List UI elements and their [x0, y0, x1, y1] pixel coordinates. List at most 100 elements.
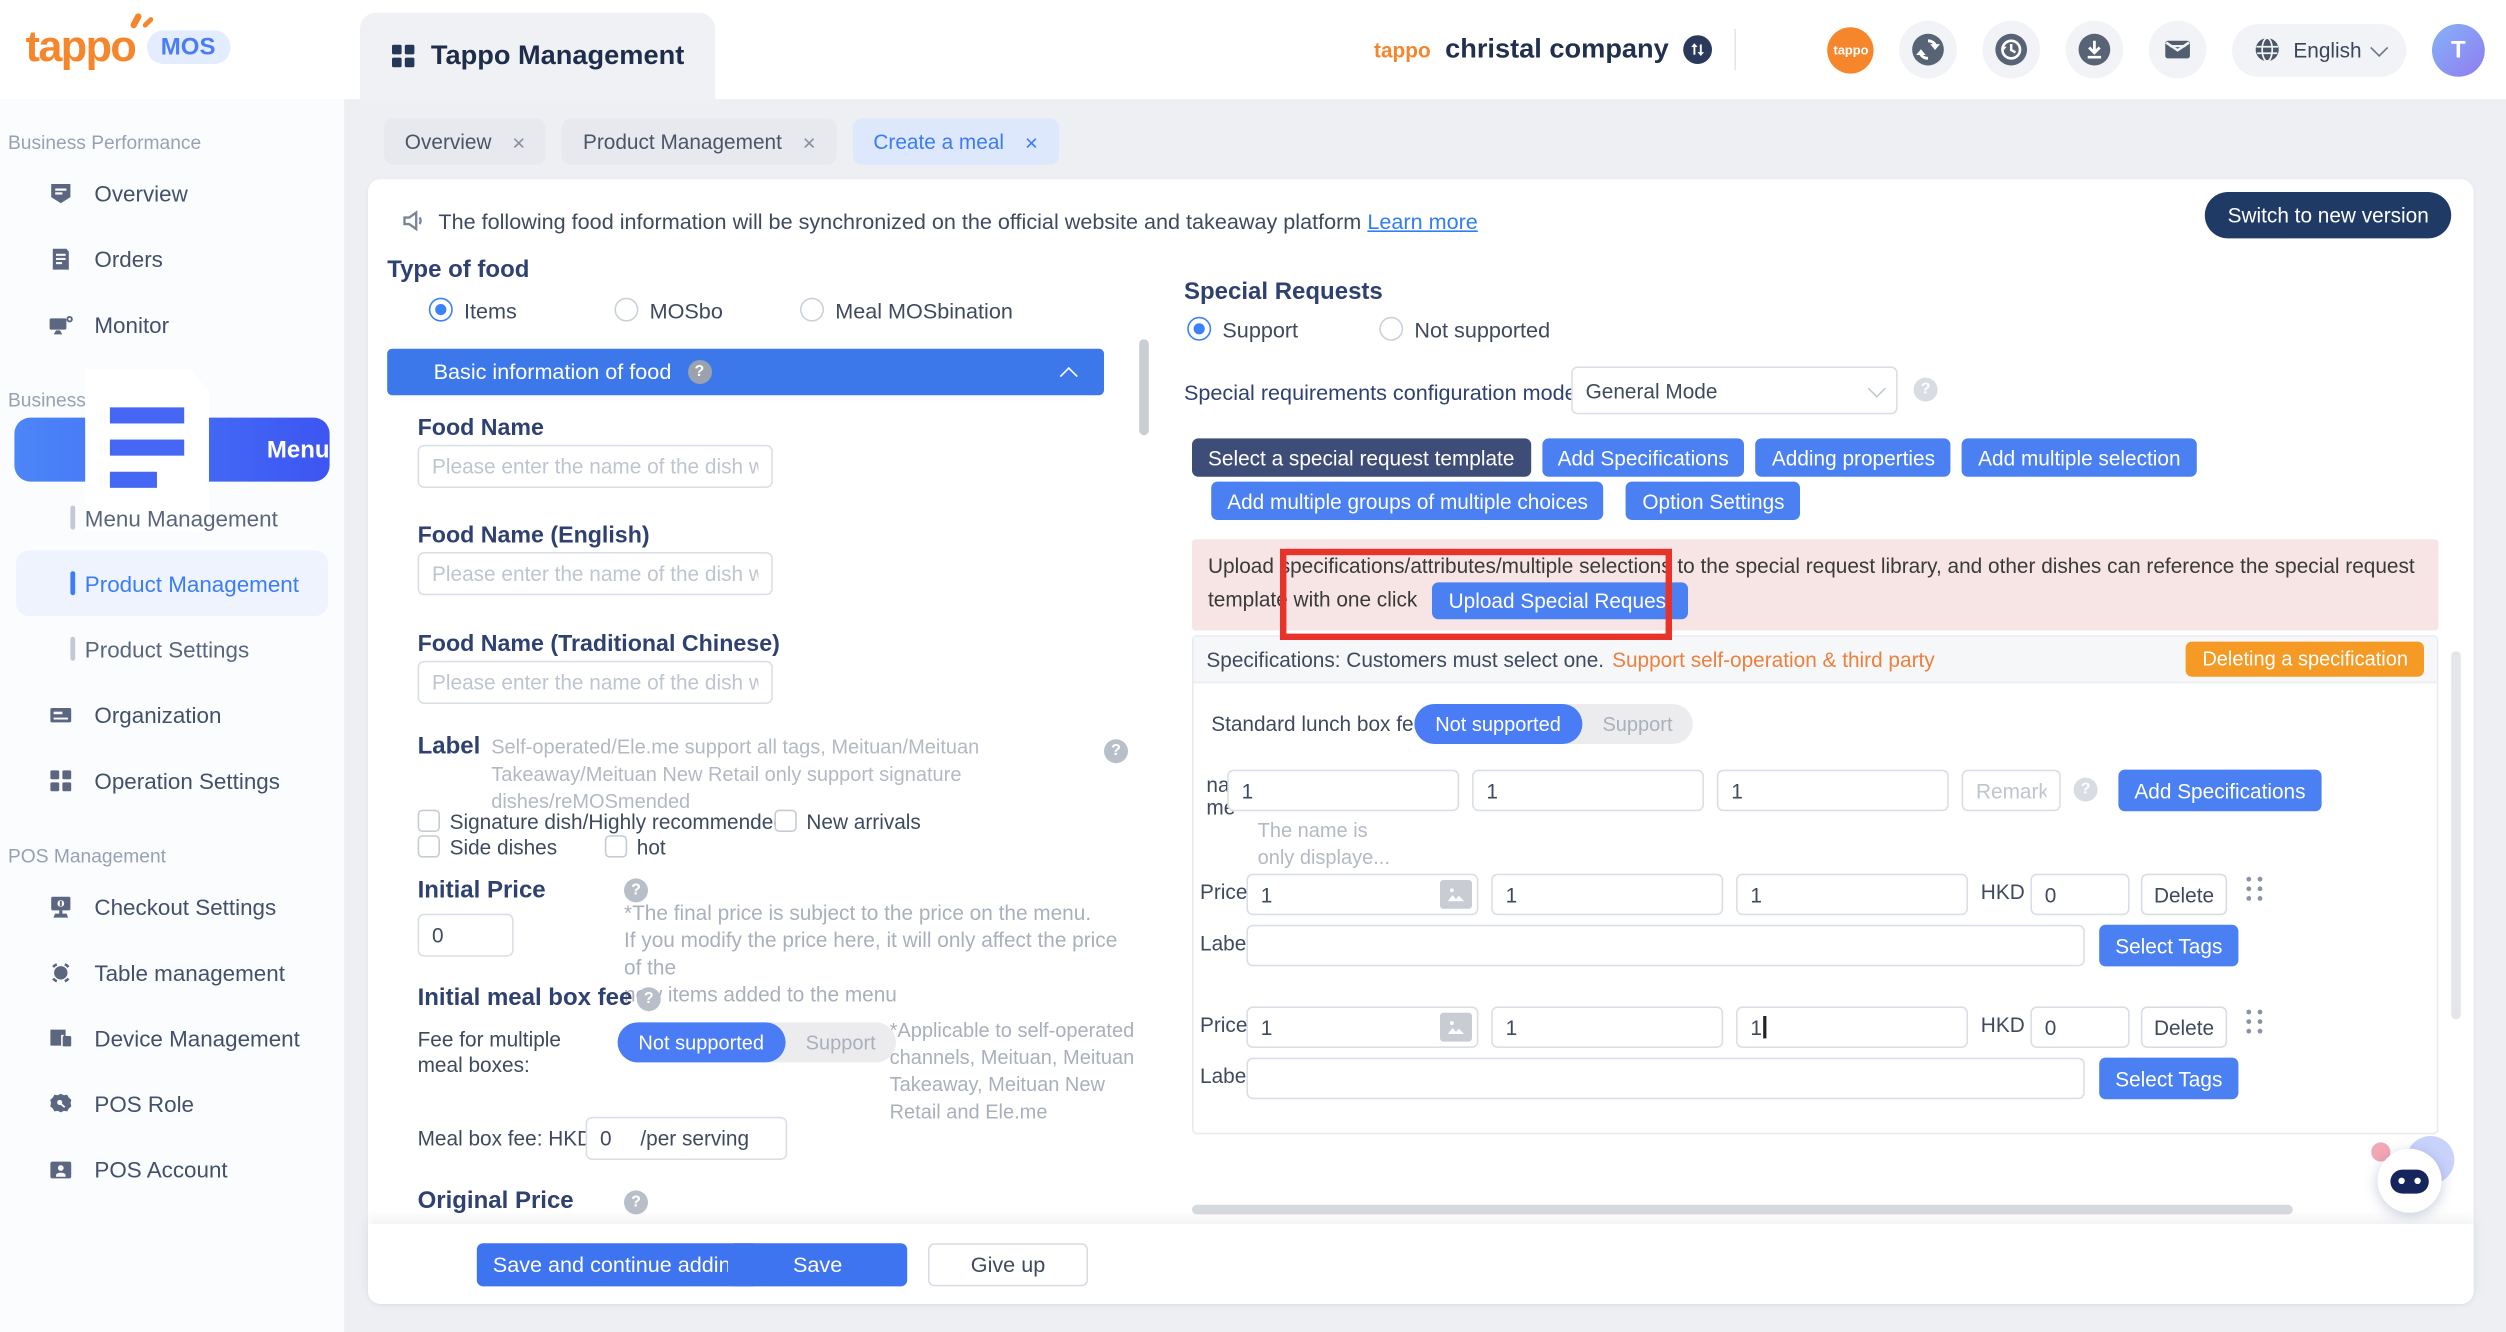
sidebar-item-device-management[interactable]: Device Management [0, 1005, 344, 1071]
radio-items[interactable] [428, 297, 453, 322]
sidebar-item-checkout-settings[interactable]: Checkout Settings [0, 874, 344, 940]
option-settings-button[interactable]: Option Settings [1626, 481, 1801, 520]
horizontal-scrollbar[interactable] [1192, 1204, 2293, 1215]
tags1-input[interactable] [1246, 924, 2085, 967]
learn-more-link[interactable]: Learn more [1367, 209, 1478, 234]
save-button[interactable]: Save [728, 1243, 908, 1287]
give-up-button[interactable]: Give up [928, 1243, 1088, 1287]
help-icon[interactable]: ? [1104, 739, 1128, 764]
sidebar-item-monitor[interactable]: Monitor [0, 291, 344, 357]
adding-properties-button[interactable]: Adding properties [1755, 438, 1951, 477]
right-panel-scrollbar[interactable] [2451, 651, 2461, 1020]
checkbox-side-dishes[interactable] [417, 835, 440, 858]
meal-box-fee-toggle[interactable]: Not supported Support [617, 1022, 897, 1063]
drag-handle-icon[interactable] [2246, 876, 2264, 901]
food-name-english-input[interactable] [417, 552, 773, 596]
delete-row-button[interactable]: Delete [2140, 873, 2228, 916]
checkbox-new-arrivals[interactable] [774, 809, 797, 832]
tab-create-a-meal[interactable]: Create a meal × [852, 118, 1059, 165]
sidebar-item-pos-account[interactable]: POS Account [0, 1136, 344, 1202]
price2-input-1[interactable] [1246, 1006, 1479, 1048]
config-mode-select[interactable]: General Mode [1571, 366, 1898, 415]
sidebar-item-product-settings[interactable]: Product Settings [0, 616, 344, 682]
tags2-input[interactable] [1246, 1057, 2085, 1100]
lunch-box-fee-toggle[interactable]: Not supported Support [1414, 704, 1694, 744]
left-panel-scrollbar[interactable] [1139, 339, 1149, 436]
price1-input-1[interactable] [1246, 873, 1479, 916]
price2-input-2[interactable] [1491, 1006, 1724, 1048]
sidebar-item-product-management[interactable]: Product Management [16, 550, 328, 616]
select-template-button[interactable]: Select a special request template [1192, 438, 1531, 477]
help-icon[interactable]: ? [1913, 377, 1938, 402]
checkbox-hot[interactable] [604, 835, 628, 858]
close-icon[interactable]: × [512, 128, 526, 155]
food-name-tc-input[interactable] [417, 660, 773, 704]
spec-name-input-1[interactable] [1227, 769, 1460, 812]
sidebar-item-operation-settings[interactable]: Operation Settings [0, 747, 344, 813]
radio-sr-support[interactable] [1187, 316, 1212, 341]
select-tags-button[interactable]: Select Tags [2099, 1057, 2239, 1100]
chevron-up-icon[interactable] [1059, 366, 1078, 385]
upload-special-request-button[interactable]: Upload Special Request [1432, 582, 1688, 620]
help-icon[interactable]: ? [624, 1190, 648, 1215]
radio-sr-not-supported[interactable] [1379, 316, 1404, 341]
add-multiple-groups-button[interactable]: Add multiple groups of multiple choices [1211, 481, 1604, 520]
sidebar-item-menu-management[interactable]: Menu Management [0, 485, 344, 551]
price2-fee-input[interactable] [2030, 1006, 2130, 1048]
spec-name-input-2[interactable] [1472, 769, 1704, 812]
toggle-not-supported[interactable]: Not supported [617, 1022, 785, 1063]
price1-input-2[interactable] [1491, 873, 1724, 916]
add-specifications-button[interactable]: Add Specifications [1541, 438, 1745, 477]
help-icon[interactable]: ? [624, 878, 648, 903]
help-icon[interactable]: ? [636, 987, 661, 1012]
close-icon[interactable]: × [1024, 128, 1038, 155]
tab-overview[interactable]: Overview × [384, 118, 547, 165]
brand-logo[interactable]: tappo MOS [26, 12, 230, 72]
price2-input-3[interactable]: 1 [1736, 1006, 1968, 1048]
radio-meal-mosbination[interactable] [800, 297, 824, 322]
assistant-widget[interactable] [2371, 1136, 2467, 1226]
food-name-input[interactable] [417, 444, 773, 488]
image-icon[interactable] [1440, 880, 1472, 909]
help-icon[interactable]: ? [2073, 777, 2098, 802]
sidebar-item-overview[interactable]: Overview [0, 160, 344, 226]
spec-name-input-3[interactable] [1716, 769, 1949, 812]
toggle-not-supported[interactable]: Not supported [1414, 704, 1582, 744]
help-icon[interactable]: ? [687, 360, 712, 384]
avatar[interactable]: T [2432, 23, 2485, 76]
robot-icon[interactable] [2377, 1148, 2442, 1213]
initial-price-input[interactable] [417, 913, 514, 957]
remark-input[interactable] [1961, 769, 2061, 812]
company-selector[interactable]: tappo christal company [1374, 0, 1712, 99]
basic-info-section-header[interactable]: Basic information of food ? [387, 348, 1104, 396]
tab-product-management[interactable]: Product Management × [562, 118, 837, 165]
checkbox-signature-dish[interactable] [417, 809, 440, 832]
sidebar-item-orders[interactable]: Orders [0, 226, 344, 292]
toggle-support[interactable]: Support [805, 1031, 876, 1054]
close-icon[interactable]: × [802, 128, 816, 155]
sidebar-item-table-management[interactable]: Table management [0, 939, 344, 1005]
radio-mosbo[interactable] [614, 297, 639, 322]
switch-version-button[interactable]: Switch to new version [2205, 192, 2452, 239]
sidebar-item-organization[interactable]: Organization [0, 682, 344, 748]
sync-icon[interactable] [1899, 20, 1958, 79]
price1-input-3[interactable] [1736, 873, 1968, 916]
mail-icon[interactable] [2149, 20, 2207, 79]
image-icon[interactable] [1440, 1012, 1472, 1042]
history-icon[interactable] [1982, 20, 2041, 79]
tappo-badge-icon[interactable]: tappo [1827, 26, 1875, 73]
add-multiple-selection-button[interactable]: Add multiple selection [1962, 438, 2197, 477]
delete-specification-button[interactable]: Deleting a specification [2186, 641, 2424, 677]
save-continue-button[interactable]: Save and continue adding [476, 1243, 759, 1287]
toggle-support[interactable]: Support [1602, 712, 1673, 736]
price1-fee-input[interactable] [2030, 873, 2130, 916]
delete-row-button[interactable]: Delete [2140, 1006, 2228, 1048]
sidebar-item-pos-role[interactable]: POS Role [0, 1070, 344, 1136]
language-selector[interactable]: English [2232, 23, 2407, 76]
download-icon[interactable] [2066, 20, 2124, 79]
select-tags-button[interactable]: Select Tags [2099, 924, 2239, 967]
drag-handle-icon[interactable] [2246, 1009, 2264, 1034]
add-specifications-row-button[interactable]: Add Specifications [2118, 769, 2322, 812]
swap-company-icon[interactable] [1683, 35, 1712, 64]
meal-box-fee-input[interactable]: 0 /per serving [585, 1116, 788, 1160]
